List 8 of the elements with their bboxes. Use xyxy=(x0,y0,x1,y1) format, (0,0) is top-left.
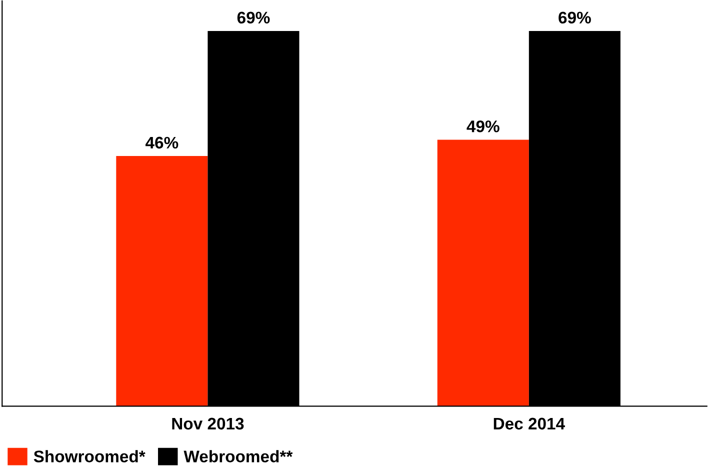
data-label: 46% xyxy=(146,136,178,149)
data-label: 69% xyxy=(237,12,270,24)
legend-label: Showroomed* xyxy=(34,450,146,462)
legend-label: Webroomed** xyxy=(184,450,293,462)
x-tick-label: Dec 2014 xyxy=(494,418,565,430)
data-label: 49% xyxy=(466,120,500,132)
data-label: 69% xyxy=(558,12,591,24)
x-tick-label: Nov 2013 xyxy=(172,418,244,430)
